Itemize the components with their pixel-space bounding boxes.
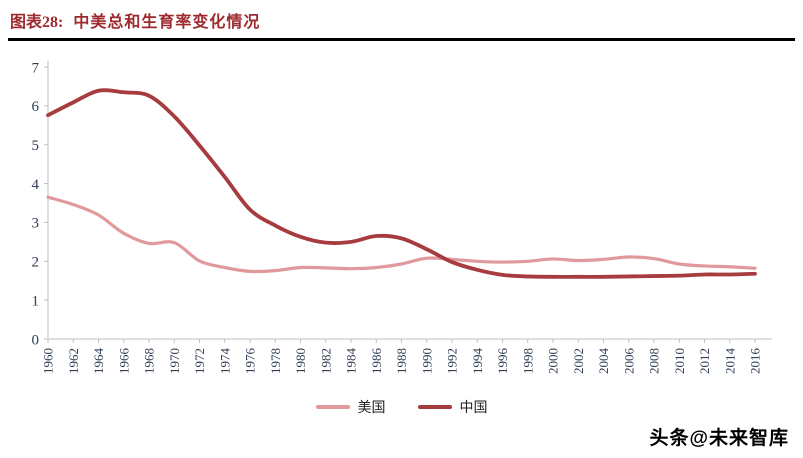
y-tick-label: 1 bbox=[32, 293, 40, 309]
figure-number: 图表28: bbox=[10, 14, 64, 31]
x-tick-label: 1962 bbox=[66, 348, 81, 374]
x-tick-label: 1996 bbox=[495, 348, 510, 375]
x-tick-label: 1972 bbox=[192, 348, 207, 374]
y-tick-label: 6 bbox=[32, 99, 40, 115]
x-tick-label: 1964 bbox=[91, 348, 106, 375]
legend-line-china bbox=[417, 405, 452, 409]
x-tick-label: 1990 bbox=[419, 348, 434, 374]
x-tick-label: 1966 bbox=[116, 348, 131, 375]
legend-label-china: 中国 bbox=[459, 401, 488, 416]
x-tick-label: 1988 bbox=[394, 348, 409, 374]
x-tick-label: 1960 bbox=[41, 348, 56, 374]
chart-legend: 美国 中国 bbox=[0, 397, 803, 417]
x-tick-label: 1994 bbox=[470, 348, 485, 375]
y-tick-label: 2 bbox=[32, 255, 40, 271]
x-tick-label: 1980 bbox=[293, 348, 308, 374]
x-tick-label: 1986 bbox=[369, 348, 384, 375]
legend-item-china: 中国 bbox=[417, 397, 488, 417]
legend-label-usa: 美国 bbox=[357, 401, 386, 416]
x-tick-label: 1998 bbox=[520, 348, 535, 374]
series-line-美国 bbox=[46, 195, 757, 274]
y-tick-label: 3 bbox=[32, 216, 40, 232]
y-tick-label: 5 bbox=[32, 138, 40, 154]
x-tick-label: 2006 bbox=[621, 348, 636, 375]
title-divider bbox=[8, 38, 795, 41]
x-tick-label: 1992 bbox=[445, 348, 460, 374]
x-tick-label: 1984 bbox=[344, 348, 359, 375]
y-tick-label: 0 bbox=[32, 332, 40, 348]
x-tick-label: 1976 bbox=[243, 348, 258, 375]
legend-line-usa bbox=[315, 405, 350, 409]
legend-item-usa: 美国 bbox=[315, 397, 386, 417]
x-tick-label: 2016 bbox=[748, 348, 763, 375]
x-tick-label: 1968 bbox=[142, 348, 157, 374]
x-tick-label: 1982 bbox=[318, 348, 333, 374]
series-line-中国 bbox=[46, 88, 757, 279]
x-tick-label: 2004 bbox=[596, 348, 611, 375]
watermark: 头条@未来智库 bbox=[649, 428, 789, 449]
y-tick-label: 4 bbox=[32, 177, 40, 193]
x-tick-label: 2012 bbox=[697, 348, 712, 374]
fertility-rate-chart: 0 1 2 3 4 5 6 7 1960 1962 1964 1966 1968 1970 1972 1974… bbox=[32, 60, 772, 375]
x-tick-label: 2014 bbox=[722, 348, 737, 375]
x-tick-label: 1974 bbox=[217, 348, 232, 375]
page-title: 中美总和生育率变化情况 bbox=[73, 14, 261, 31]
x-tick-label: 2002 bbox=[571, 348, 586, 374]
x-tick-label: 2000 bbox=[546, 348, 561, 374]
x-tick-label: 1978 bbox=[268, 348, 283, 374]
figure-header: 图表28: 中美总和生育率变化情况 bbox=[0, 0, 803, 36]
y-tick-label: 7 bbox=[32, 60, 40, 76]
x-tick-label: 2010 bbox=[672, 348, 687, 374]
x-tick-label: 1970 bbox=[167, 348, 182, 374]
x-tick-label: 2008 bbox=[647, 348, 662, 374]
